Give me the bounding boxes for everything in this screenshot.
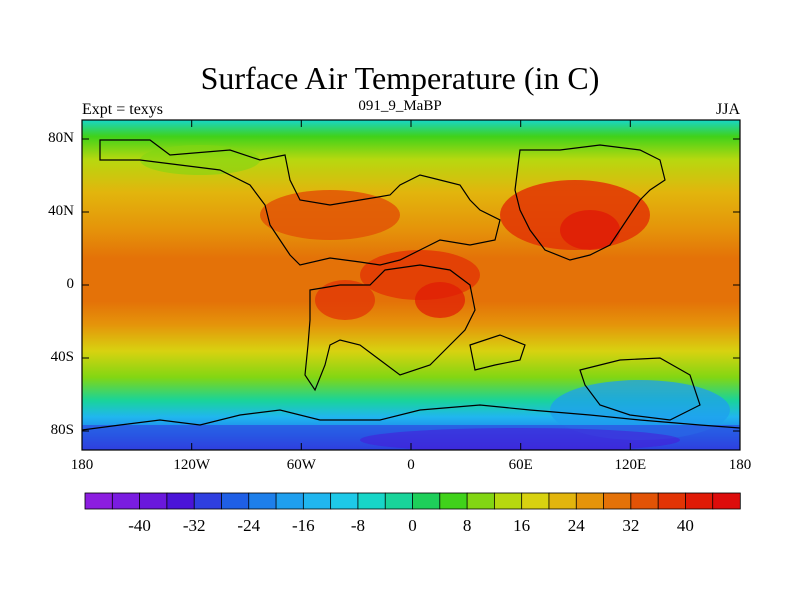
y-tick-label: 80N (48, 130, 74, 146)
colorbar-label: 0 (408, 516, 417, 535)
colorbar-label: -16 (291, 516, 315, 535)
colorbar-swatch (685, 492, 714, 510)
x-tick-label: 60E (508, 457, 533, 473)
y-tick-label: 40S (50, 349, 74, 365)
colorbar-swatch (139, 492, 168, 510)
x-tick-label: 120W (173, 457, 211, 473)
colorbar-swatch (357, 492, 386, 510)
y-tick-marks (82, 138, 740, 432)
coastlines (82, 139, 740, 431)
y-tick-label: 80S (50, 422, 74, 438)
x-tick-label: 180 (70, 457, 94, 473)
colorbar-swatch (84, 492, 113, 510)
season-label: JJA (715, 101, 740, 118)
colorbar-swatch (630, 492, 659, 510)
colorbar-swatch (166, 492, 195, 510)
x-tick-label: 0 (407, 457, 415, 473)
colorbar-label: 8 (462, 516, 472, 535)
colorbar-swatch (248, 492, 277, 510)
colorbar-swatch (603, 492, 632, 510)
age-label: 091_9_MaBP (358, 98, 442, 114)
colorbar-swatch (111, 492, 141, 510)
colorbar-swatch (330, 492, 359, 510)
y-tick-label: 0 (66, 276, 75, 292)
colorbar-swatch (221, 492, 250, 510)
x-tick-label: 60W (286, 457, 316, 473)
colorbar-swatch (575, 492, 605, 510)
colorbar-label: -24 (237, 516, 261, 535)
colorbar-swatch (657, 492, 687, 510)
temperature-field (82, 120, 740, 450)
colorbar-swatch (493, 492, 523, 510)
colorbar-swatch (712, 492, 741, 510)
x-tick-label: 120E (614, 457, 647, 473)
y-tick-label: 40N (48, 203, 74, 219)
colorbar-swatch (466, 492, 496, 510)
experiment-label: Expt = texys (82, 101, 164, 118)
colorbar-swatch (193, 492, 223, 510)
x-tick-marks (81, 120, 741, 450)
colorbar-swatch (521, 492, 550, 510)
colorbar-swatch (412, 492, 441, 510)
colorbar-label: -32 (182, 516, 206, 535)
colorbar-swatch (275, 492, 305, 510)
colorbar-label: 24 (567, 516, 585, 535)
colorbar-swatch (548, 492, 577, 510)
colorbar-label: -40 (128, 516, 151, 535)
colorbar (84, 492, 741, 510)
colorbar-label: -8 (350, 516, 365, 535)
colorbar-swatch (439, 492, 468, 510)
colorbar-label: 16 (513, 516, 531, 535)
x-tick-label: 180 (728, 457, 752, 473)
colorbar-label: 40 (676, 516, 694, 535)
colorbar-swatch (384, 492, 414, 510)
chart-title: Surface Air Temperature (in C) (200, 60, 600, 96)
colorbar-swatch (302, 492, 332, 510)
colorbar-label: 32 (622, 516, 640, 535)
